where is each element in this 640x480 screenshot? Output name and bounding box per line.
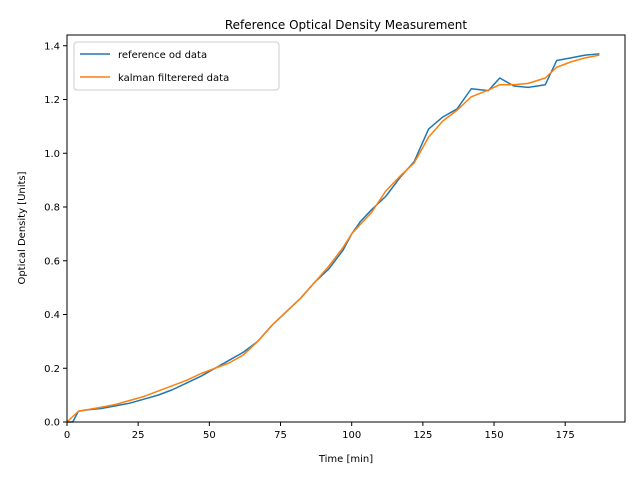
legend-label-reference: reference od data (118, 50, 207, 61)
x-axis-label: Time [min] (318, 454, 373, 465)
x-tick-label: 125 (413, 430, 432, 441)
legend: reference od data kalman filterered data (73, 41, 280, 91)
x-tick-label: 100 (342, 430, 361, 441)
x-tick-label: 175 (556, 430, 575, 441)
y-tick-label: 0.6 (44, 256, 60, 267)
x-axis: 0 25 50 75 100 125 150 175 (64, 422, 575, 441)
x-tick-label: 0 (64, 430, 70, 441)
plot-frame (66, 34, 626, 423)
series-layer (66, 53, 600, 423)
series-line-reference (67, 53, 600, 423)
y-tick-label: 0.4 (44, 310, 60, 321)
y-axis: 0.0 0.2 0.4 0.6 0.8 1.0 1.2 1.4 (44, 41, 67, 429)
y-tick-label: 1.0 (44, 149, 60, 160)
x-tick-label: 50 (203, 430, 216, 441)
y-tick-label: 1.4 (44, 41, 60, 52)
y-tick-label: 1.2 (44, 95, 60, 106)
x-tick-label: 25 (132, 430, 145, 441)
y-tick-label: 0.2 (44, 364, 60, 375)
legend-box (73, 41, 280, 91)
series-line-kalman (66, 54, 600, 423)
legend-label-kalman: kalman filterered data (118, 73, 229, 84)
y-tick-label: 0.0 (44, 418, 60, 429)
y-axis-label: Optical Density [Units] (17, 171, 28, 284)
x-tick-label: 150 (484, 430, 503, 441)
x-tick-label: 75 (274, 430, 287, 441)
y-tick-label: 0.8 (44, 203, 60, 214)
chart-title: Reference Optical Density Measurement (225, 18, 468, 32)
